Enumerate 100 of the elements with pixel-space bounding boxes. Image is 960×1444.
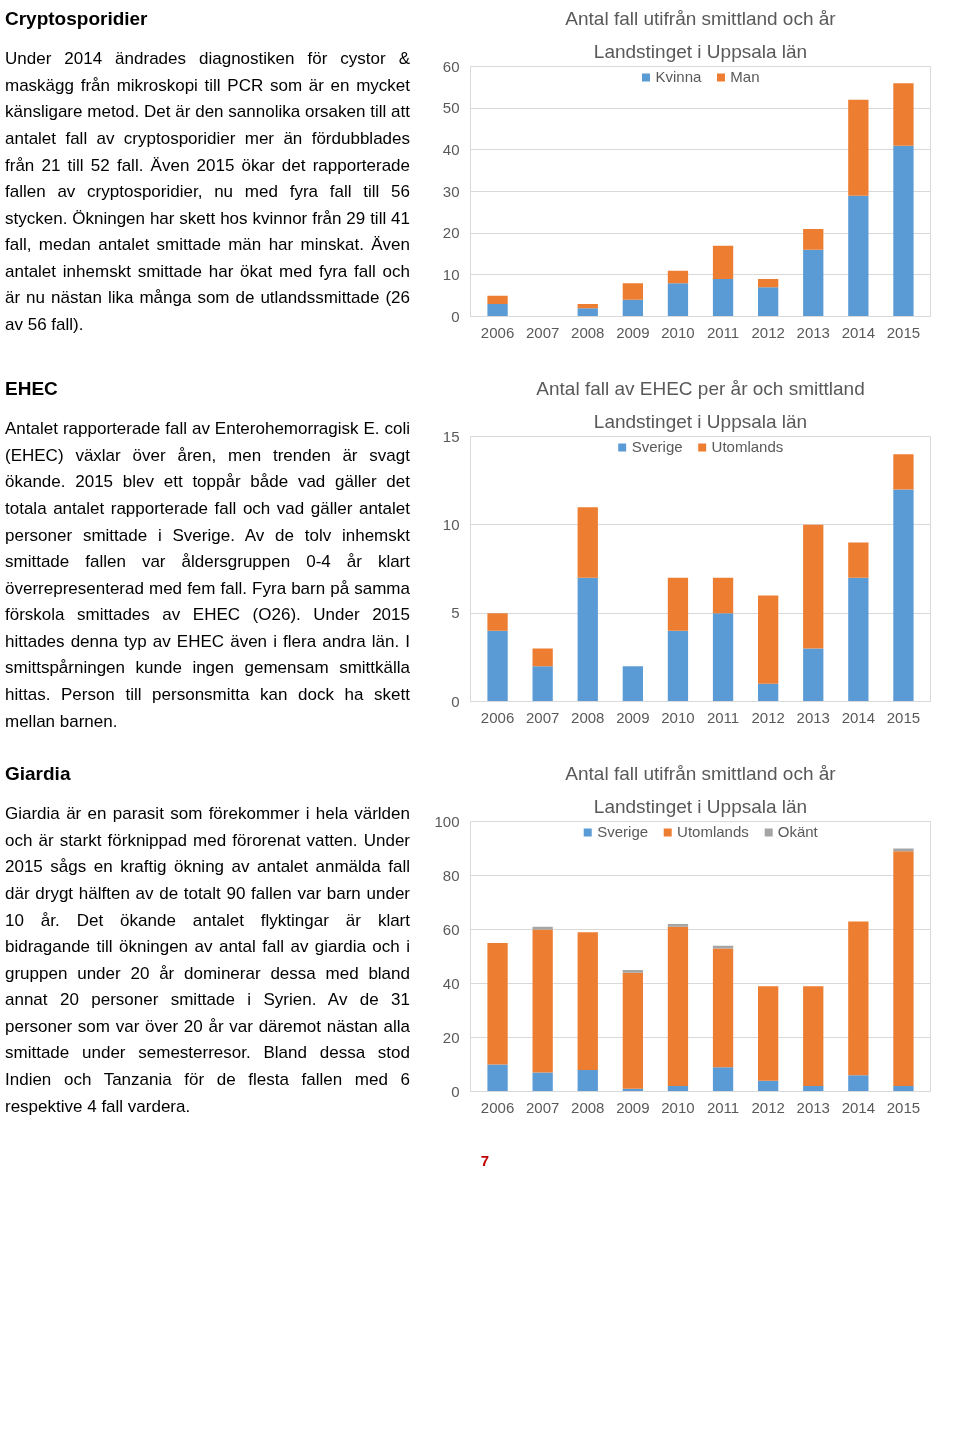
bar	[577, 308, 598, 317]
x-tick-label: 2012	[751, 1098, 785, 1116]
text: Antalet rapporterade fall av Enterohemorragisk E. coli (EHEC) växlar över åren, men trenden är svagt ökande. 2015 blev ett toppår både vad gäller det totala antalet rapporterade fall och vad gäller antalet personer smittade i Sverige. Av de tolv inhemskt smittade fallen var åldersgruppen 0-4 år klart överrepresenterad med fem fall. Fyra barn på samma förskola smittades av EHEC (O26). Under 2015 hittades denna typ av EHEC även i flera andra län. I smittspårningen kunde ingen gemensam smittkälla hittas. Person till personsmitta kan dock ha skett mellan barnen.	[5, 419, 410, 731]
bar	[667, 924, 689, 927]
bar	[803, 229, 824, 250]
text: 7	[479, 1151, 491, 1171]
x-tick-label: 2010	[661, 323, 695, 341]
x-tick-label: 2008	[571, 708, 605, 726]
bar	[848, 99, 869, 196]
bar	[758, 595, 779, 684]
text: Under 2014 ändrades diagnostiken för cystor & maskägg från mikroskopi till PCR som är en mycket känsligare metod. Det är den sannolika orsaken till att antalet fall av cryptosporidier mer än fördubblades från 21 till 52 fall. Även 2015 ökar det rapporterade fallen av cryptosporidier, nu med fyra fall till 56 stycken. Ökningen har skett hos kvinnor från 29 till 41 fall, medan antalet smittade män har minskat. Även antalet inhemskt smittade har ökat med fyra fall och är nu nästan lika många som de utlandssmittade (26 av 56 fall).	[5, 49, 410, 335]
bar	[848, 195, 869, 317]
bar	[712, 279, 734, 317]
bar	[758, 986, 779, 1081]
text: Cryptosporidier	[5, 7, 149, 31]
bar	[803, 524, 824, 649]
bar	[577, 507, 598, 578]
x-tick-label: 2006	[480, 323, 515, 341]
y-tick-label: 20	[442, 224, 460, 242]
legend-label: Sverige	[631, 438, 683, 455]
bar	[667, 577, 689, 631]
bar	[712, 577, 734, 614]
bar	[487, 630, 508, 702]
bar	[893, 145, 914, 317]
bar	[532, 666, 553, 702]
bar	[532, 1072, 553, 1092]
x-tick-label: 2011	[706, 323, 740, 341]
x-tick-label: 2014	[841, 1098, 876, 1116]
y-tick-label: 10	[442, 515, 460, 533]
bar	[758, 287, 779, 317]
bar	[893, 851, 914, 1087]
x-tick-label: 2007	[525, 1098, 560, 1116]
legend-label: Kvinna	[655, 68, 702, 85]
x-tick-label: 2015	[886, 708, 921, 726]
text: Giardia är en parasit som förekommer i hela världen och är starkt förknippad med förorenat vatten. Under 2015 sågs en kraftig ökning av antalet anmälda fall där drygt hälften av de totalt 90 fallen var barn under 10 år. Det ökande antalet flyktingar är klart bidragande till ökningen av antal fall av giardia och i gruppen under 20 år dominerar dessa med bland annat 20 personer smittade i Syrien. Av de 31 personer som var över 20 år var däremot nästan alla smittade under semesterresor. Bland dessa stod Indien och Tanzania för de flesta fallen med 6 respektive 4 fall vardera.	[5, 804, 410, 1116]
x-tick-label: 2011	[706, 708, 740, 726]
x-tick-label: 2007	[525, 708, 560, 726]
bar	[848, 542, 869, 578]
bar	[487, 304, 508, 317]
y-tick-label: 30	[442, 182, 460, 200]
bar	[893, 83, 914, 146]
y-tick-label: 0	[451, 1082, 460, 1100]
x-tick-label: 2009	[616, 1098, 650, 1116]
x-tick-label: 2015	[886, 323, 921, 341]
legend-label: Utomlands	[677, 823, 749, 840]
legend-label: Okänt	[777, 823, 818, 840]
y-tick-label: 15	[442, 427, 460, 445]
y-tick-label: 40	[442, 974, 460, 992]
x-tick-label: 2010	[661, 1098, 695, 1116]
x-tick-label: 2006	[480, 708, 515, 726]
legend-label: Man	[730, 68, 760, 85]
y-tick-label: 0	[451, 307, 460, 325]
y-tick-label: 5	[451, 604, 460, 622]
bar	[712, 245, 734, 279]
bar	[758, 683, 779, 702]
chart-title: Antal fall utifrån smittland och år	[565, 762, 837, 784]
bar	[893, 1086, 914, 1092]
x-tick-label: 2010	[661, 708, 695, 726]
x-tick-label: 2012	[751, 323, 785, 341]
chart-subtitle: Landstinget i Uppsala län	[593, 795, 808, 817]
x-tick-label: 2012	[751, 708, 785, 726]
x-tick-label: 2006	[480, 1098, 515, 1116]
y-tick-label: 0	[451, 692, 460, 710]
x-tick-label: 2013	[796, 708, 830, 726]
chart-subtitle: Landstinget i Uppsala län	[593, 40, 808, 62]
y-tick-label: 20	[442, 1028, 460, 1046]
x-tick-label: 2013	[796, 1098, 830, 1116]
bar	[577, 577, 598, 702]
bar	[667, 630, 689, 702]
bar	[577, 304, 598, 309]
bar	[712, 1067, 734, 1092]
y-tick-label: 50	[442, 99, 460, 117]
bar	[622, 972, 643, 1089]
bar	[532, 926, 553, 930]
text: EHEC	[5, 377, 59, 401]
bar	[622, 666, 643, 702]
x-tick-label: 2014	[841, 323, 876, 341]
bar	[803, 648, 824, 702]
x-tick-label: 2009	[616, 708, 650, 726]
bar	[667, 926, 689, 1087]
x-tick-label: 2009	[616, 323, 650, 341]
bar	[667, 270, 689, 284]
bar	[487, 943, 508, 1065]
x-tick-label: 2014	[841, 708, 876, 726]
bar	[622, 970, 643, 973]
legend-label: Sverige	[597, 823, 649, 840]
x-tick-label: 2011	[706, 1098, 740, 1116]
chart-title: Antal fall utifrån smittland och år	[565, 7, 837, 29]
bar	[487, 1064, 508, 1092]
y-tick-label: 40	[442, 140, 460, 158]
text: Giardia	[5, 762, 72, 786]
bar	[848, 921, 869, 1076]
bar	[803, 986, 824, 1087]
y-tick-label: 100	[434, 812, 460, 830]
chart-subtitle: Landstinget i Uppsala län	[593, 410, 808, 432]
bar	[803, 1086, 824, 1092]
bar	[532, 929, 553, 1073]
bar	[622, 299, 643, 317]
bar	[577, 1069, 598, 1092]
bar	[667, 283, 689, 317]
